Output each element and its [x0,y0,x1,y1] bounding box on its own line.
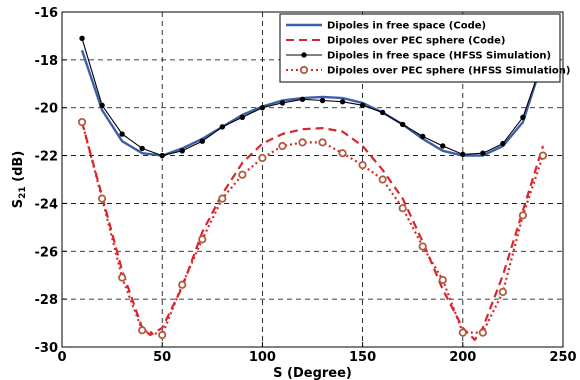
data-point [480,150,486,156]
data-point [319,97,326,104]
data-point [359,102,366,109]
data-point [418,242,427,251]
data-point [299,96,306,103]
data-point [239,114,246,120]
data-point [398,204,407,213]
series-1 [80,49,545,157]
legend-item: Dipoles in free space (Code) [286,21,486,32]
data-point [159,152,165,159]
data-point [77,117,87,127]
x-tick-label: 150 [349,350,376,365]
legend-item: Dipoles over PEC sphere (HFSS Simulation… [286,66,571,77]
y-tick-label: -22 [35,150,59,165]
series-3 [79,35,546,159]
data-point [379,109,386,116]
tick-labels: 0 50 100 150 200 250 -30 -28 -26 -24 -22 -20 -18 -16 [35,6,577,365]
data-point [440,143,446,149]
series-line [80,121,545,341]
data-point [118,273,127,282]
data-point [79,35,85,42]
data-point [318,138,327,147]
data-point [278,141,287,151]
legend-label: Dipoles over PEC sphere (Code) [327,36,505,47]
x-tick-label: 250 [549,350,576,365]
y-tick-label: -26 [35,245,59,260]
x-tick-label: 100 [249,350,276,365]
y-axis-title-unit: (dB) [11,151,26,187]
data-point [238,170,247,179]
data-point [518,211,528,220]
data-point [338,149,347,158]
legend-marker [299,65,309,75]
data-point [358,161,367,170]
legend: Dipoles in free space (Code) Dipoles over… [279,13,571,83]
data-point [460,151,466,158]
axis-ticks [61,11,564,348]
data-point [298,138,307,147]
data-point [219,124,226,130]
data-point [339,99,346,105]
data-point [538,151,548,160]
data-point [378,175,387,184]
series-line [81,38,544,157]
data-point [399,121,406,128]
data-point [139,145,145,152]
x-tick-label: 50 [153,350,171,365]
legend-label: Dipoles over PEC sphere (HFSS Simulation… [327,66,571,77]
data-point [138,326,147,335]
data-point [259,105,266,111]
series-line [80,49,545,157]
y-axis-title-main: S [11,199,26,208]
data-point [520,114,526,120]
y-tick-label: -20 [35,102,59,117]
data-point [198,235,207,244]
x-tick-label: 0 [57,350,66,365]
legend-label: Dipoles in free space (Code) [327,21,486,32]
data-point [420,133,426,140]
y-tick-label: -28 [35,293,59,308]
legend-box [279,13,561,83]
data-point [178,280,187,289]
y-tick-label: -30 [35,341,59,356]
legend-item: Dipoles over PEC sphere (Code) [286,36,505,47]
data-point [158,330,167,340]
data-point [458,328,467,337]
data-point [97,194,107,203]
plot-frame [61,11,564,348]
data-point [199,138,205,144]
data-point [279,100,286,106]
x-tick-label: 200 [449,350,476,365]
y-tick-label: -18 [35,54,59,69]
y-axis-title-sub: 21 [18,186,28,199]
legend-marker [301,52,307,58]
data-point [438,275,447,285]
legend-label: Dipoles in free space (HFSS Simulation) [327,51,551,62]
y-tick-label: -16 [35,6,59,21]
series-4 [77,117,548,340]
data-point [500,140,506,147]
x-axis-title: S (Degree) [273,366,352,380]
y-axis-title: S21 (dB) [11,151,28,209]
y-tick-label: -24 [35,197,59,212]
legend-item: Dipoles in free space (HFSS Simulation) [286,51,551,62]
data-point [119,131,125,137]
series-2 [80,121,545,341]
data-point [258,153,267,163]
data-point [179,148,185,154]
data-point [498,287,507,297]
data-point [218,194,227,203]
data-point [478,328,487,337]
data-point [99,102,105,109]
series-layer [77,35,548,341]
